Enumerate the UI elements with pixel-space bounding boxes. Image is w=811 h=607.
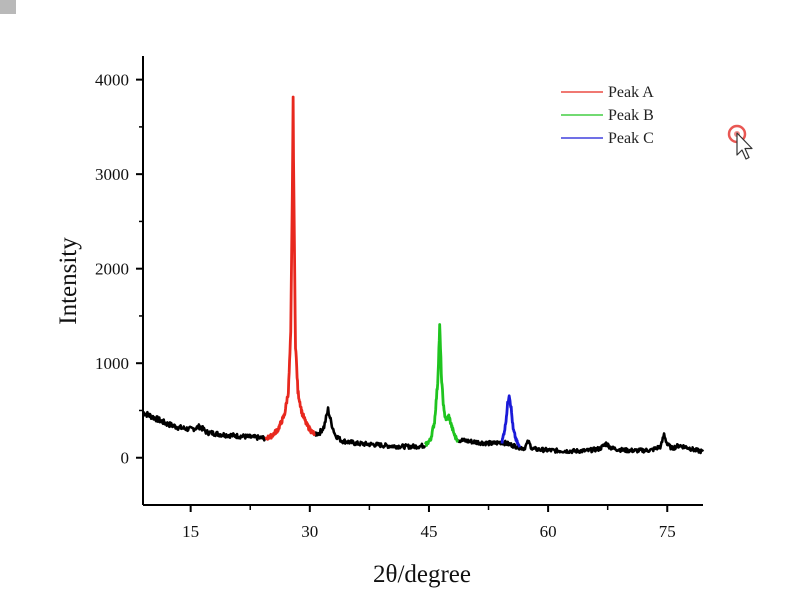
x-tick-label: 45 — [420, 522, 437, 541]
x-tick-label: 60 — [540, 522, 557, 541]
legend: Peak A Peak B Peak C — [561, 84, 654, 147]
x-tick-label: 75 — [659, 522, 676, 541]
y-tick-label: 2000 — [95, 260, 129, 279]
x-ticks: 15 30 45 60 75 — [182, 505, 676, 541]
y-tick-label: 4000 — [95, 71, 129, 90]
y-tick-label: 1000 — [95, 354, 129, 373]
y-axis-title: Intensity — [55, 237, 82, 325]
window-corner-mark — [0, 0, 16, 14]
x-tick-label: 15 — [182, 522, 199, 541]
y-tick-label: 3000 — [95, 165, 129, 184]
series-line-peak-b — [423, 323, 459, 447]
background-trace-segment-2 — [313, 406, 427, 451]
x-axis-title: 2θ/degree — [373, 561, 471, 588]
series-line-peak-c — [500, 394, 521, 448]
background-trace-segment-3 — [456, 432, 705, 455]
y-tick-label: 0 — [121, 449, 130, 468]
x-tick-label: 30 — [301, 522, 318, 541]
legend-label-peak-b: Peak B — [608, 107, 654, 124]
series-line-peak-a — [264, 95, 316, 441]
mouse-pointer-icon — [727, 124, 753, 160]
legend-label-peak-c: Peak C — [608, 130, 654, 147]
y-ticks: 0 1000 2000 3000 4000 — [95, 71, 143, 468]
plot-area — [142, 95, 705, 455]
legend-label-peak-a: Peak A — [608, 84, 654, 101]
background-trace-segment-1 — [142, 410, 267, 442]
